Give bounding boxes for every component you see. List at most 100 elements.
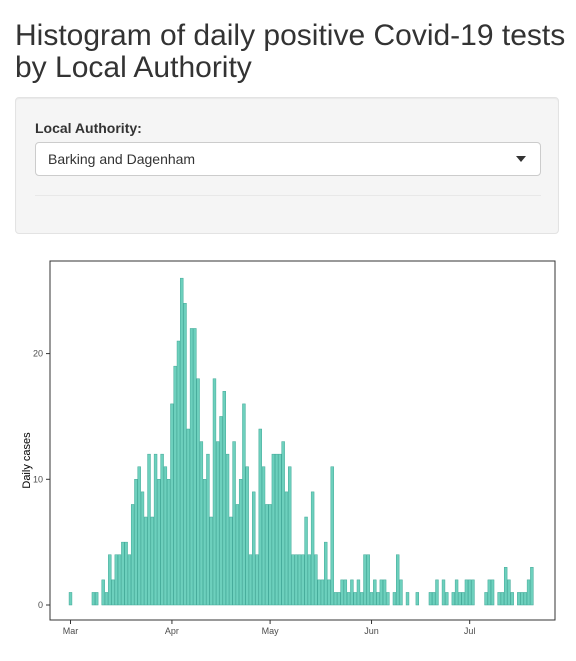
histogram-bar (163, 466, 168, 606)
histogram-bar (219, 416, 223, 606)
x-tick-label: Jun (364, 626, 379, 636)
histogram-bar (396, 554, 400, 606)
histogram-bar (376, 592, 380, 606)
histogram-bar (310, 491, 315, 606)
histogram-bar (180, 277, 184, 606)
histogram-bar (471, 579, 475, 606)
histogram-bar (268, 504, 272, 606)
histogram-bar (333, 592, 338, 606)
histogram-bar (327, 579, 331, 606)
histogram-bar (317, 579, 321, 606)
histogram-bar (330, 466, 334, 606)
histogram-bar (500, 592, 505, 606)
histogram-bar (199, 441, 204, 606)
histogram-bar (497, 592, 501, 606)
histogram-bar (340, 579, 344, 606)
histogram-bar (353, 592, 357, 606)
histogram-bar (202, 479, 207, 606)
histogram-bar (222, 391, 226, 606)
histogram-bar (281, 441, 285, 606)
histogram-bar (229, 516, 233, 606)
histogram-bar (196, 378, 200, 606)
histogram-bar (258, 428, 262, 606)
histogram-bar (454, 579, 459, 606)
histogram-bar (166, 479, 171, 606)
histogram-bar (261, 466, 266, 606)
y-axis-label: Daily cases (21, 432, 33, 489)
histogram-bar (108, 554, 112, 606)
histogram-bar (451, 592, 456, 606)
histogram-bar (238, 479, 243, 606)
histogram-bar (111, 579, 115, 606)
histogram-bar (288, 466, 292, 606)
histogram-bar (68, 592, 73, 606)
histogram-bar (160, 453, 164, 606)
histogram-bar (216, 441, 220, 606)
histogram-bar (415, 592, 420, 606)
local-authority-label: Local Authority: (35, 120, 142, 136)
panel-divider (35, 195, 541, 196)
histogram-bar (520, 592, 524, 606)
plot-panel-border (49, 260, 556, 621)
histogram-bar (301, 554, 305, 606)
histogram-chart: 0 10 20 Mar Apr May Jun Jul Daily cases (0, 244, 576, 656)
histogram-bar (530, 567, 534, 606)
histogram-bar (274, 453, 279, 606)
histogram-bar (445, 592, 449, 606)
x-tick-label: Mar (63, 626, 79, 636)
histogram-bar (523, 592, 527, 606)
x-tick-label: Jul (464, 626, 476, 636)
histogram-bar (510, 592, 514, 606)
histogram-bar (144, 516, 148, 606)
histogram-bar (278, 453, 282, 606)
histogram-bar (127, 554, 132, 606)
histogram-bar (212, 378, 217, 606)
histogram-bar (366, 554, 370, 606)
histogram-bar (320, 579, 325, 606)
histogram-bar (435, 579, 439, 606)
histogram-bar (176, 340, 181, 606)
histogram-bar (245, 466, 249, 606)
histogram-bar (157, 479, 161, 606)
histogram-bar (291, 554, 295, 606)
histogram-bar (117, 554, 122, 606)
histogram-bar (124, 541, 128, 606)
local-authority-select[interactable]: Barking and Dagenham (35, 142, 541, 176)
histogram-bar (363, 554, 367, 606)
histogram-bar (432, 592, 436, 606)
histogram-bar (324, 541, 328, 606)
histogram-bar (441, 579, 446, 606)
histogram-bar (189, 328, 194, 606)
y-tick-label: 0 (38, 600, 43, 610)
histogram-bar (490, 579, 495, 606)
histogram-bar (373, 579, 377, 606)
histogram-bar (235, 504, 240, 606)
x-tick-label: Apr (165, 626, 179, 636)
page-title: Histogram of daily positive Covid-19 tes… (15, 19, 566, 84)
histogram-bar (255, 554, 259, 606)
histogram-bar (248, 554, 253, 606)
histogram-bar (271, 453, 276, 606)
histogram-bar (468, 579, 472, 606)
histogram-bar (428, 592, 433, 606)
histogram-bar (193, 328, 197, 606)
y-tick-label: 20 (33, 349, 43, 359)
histogram-bar (399, 579, 403, 606)
histogram-bar (382, 579, 387, 606)
histogram-bar (101, 579, 105, 606)
histogram-bar (173, 365, 177, 606)
histogram-bar (265, 504, 269, 606)
histogram-bar (225, 453, 230, 606)
histogram-bar (232, 441, 236, 606)
chevron-down-icon[interactable] (516, 156, 526, 162)
histogram-bar (153, 453, 158, 606)
input-panel: Local Authority: Barking and Dagenham (15, 97, 559, 234)
histogram-bar (507, 579, 511, 606)
histogram-bar (484, 592, 488, 606)
histogram-bar (140, 491, 145, 606)
histogram-bar (252, 491, 256, 606)
histogram-bar (209, 516, 213, 606)
histogram-bar (314, 554, 318, 606)
histogram-bar (91, 592, 96, 606)
histogram-bar (114, 554, 118, 606)
